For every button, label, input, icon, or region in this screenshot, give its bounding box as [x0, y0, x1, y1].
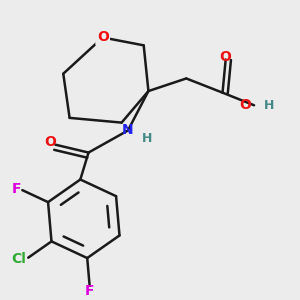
- Text: O: O: [220, 50, 232, 64]
- Text: O: O: [44, 134, 56, 148]
- Text: F: F: [85, 284, 94, 298]
- Text: F: F: [12, 182, 21, 196]
- Text: H: H: [264, 99, 274, 112]
- Text: Cl: Cl: [11, 252, 26, 266]
- Text: H: H: [142, 132, 152, 145]
- Text: O: O: [239, 98, 251, 112]
- Text: N: N: [122, 124, 134, 137]
- Text: O: O: [97, 31, 109, 44]
